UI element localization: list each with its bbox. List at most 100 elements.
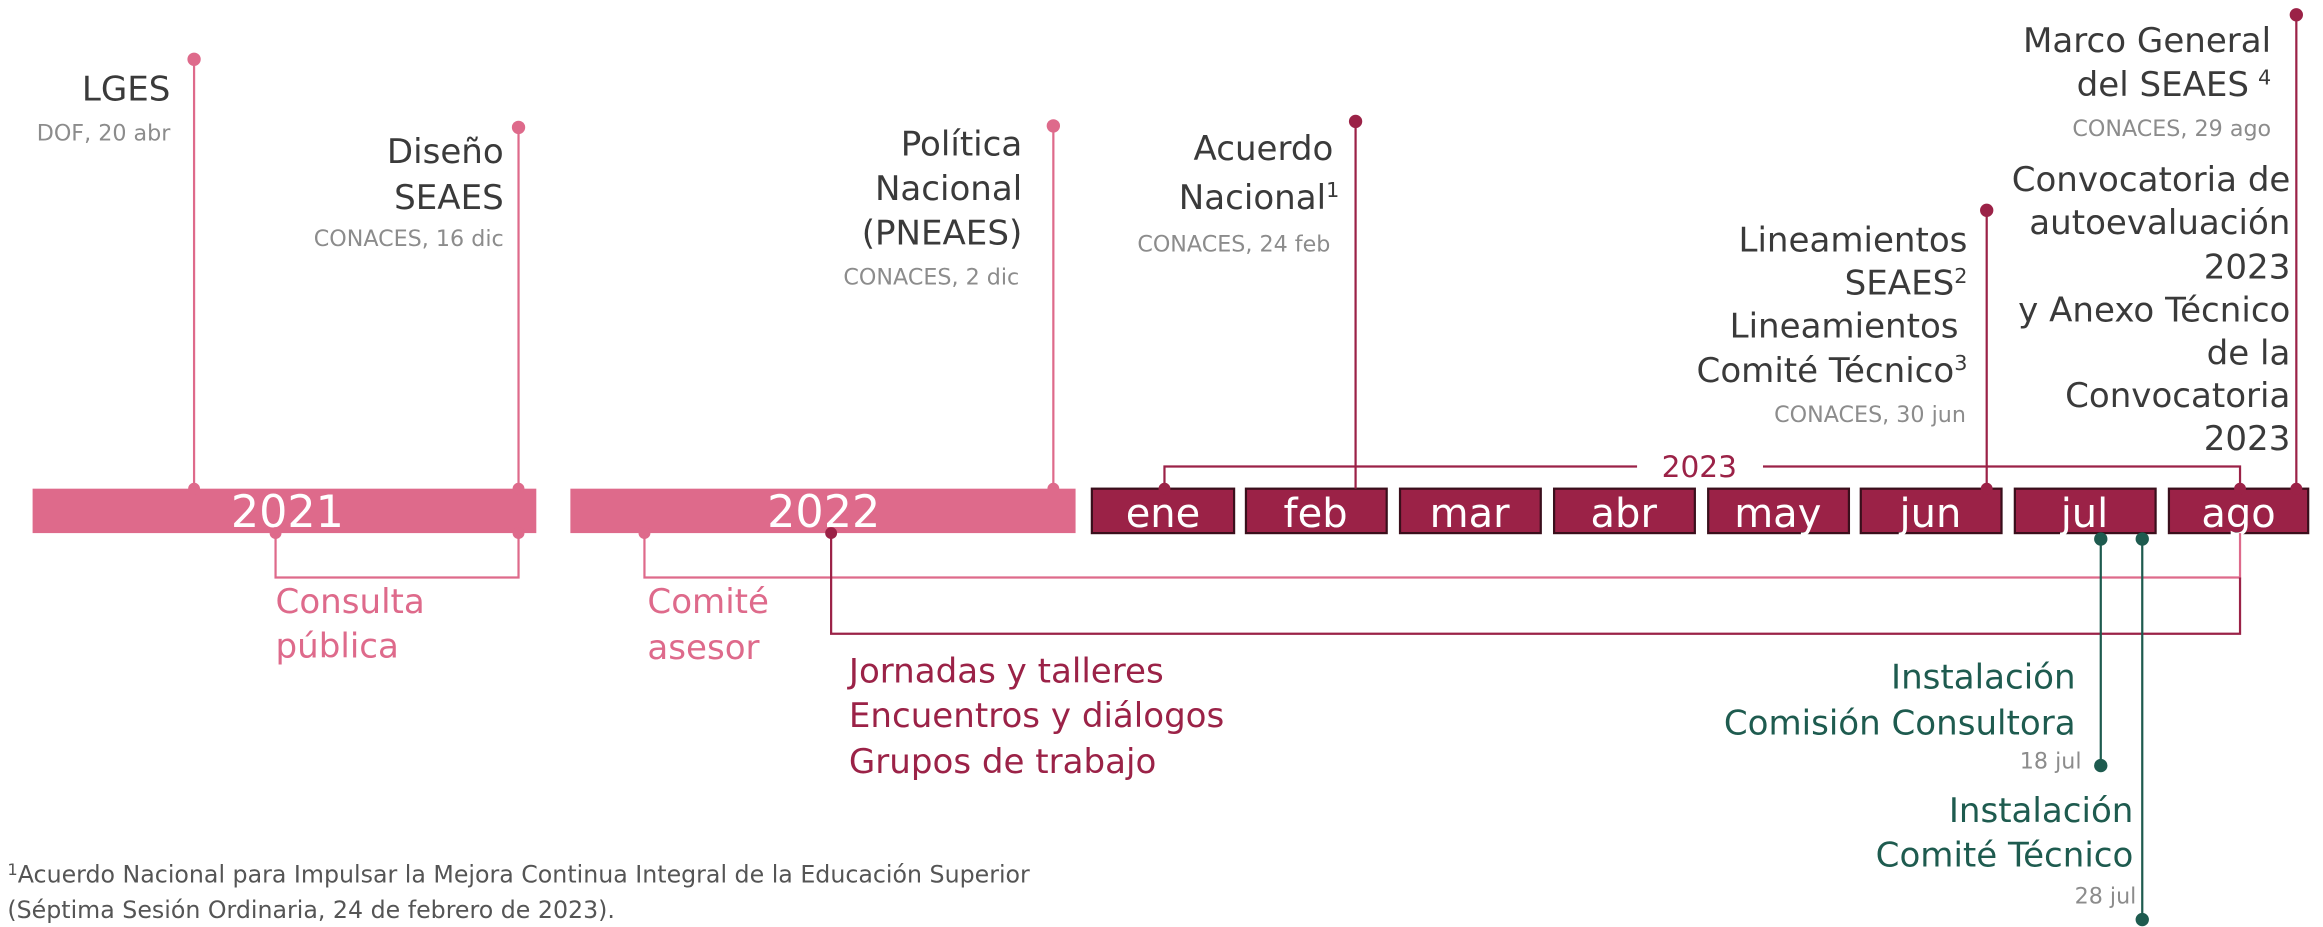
event-stems [187,8,2303,495]
note: 1 [7,860,17,879]
dot [1980,203,1994,217]
month-label: feb [1284,491,1348,537]
installation-date: 28 jul [2075,883,2137,909]
year-label: 2023 [1662,450,1737,484]
note: 1 [1326,178,1339,202]
dot [1158,482,1171,495]
year-bar [32,488,537,534]
event-detail: 2023 [2204,247,2291,287]
dot [188,482,201,495]
event-title: Comité Técnico3 [1697,351,1968,391]
dot [2135,532,2149,546]
event-detail: de la [2207,333,2291,373]
year-label: 2022 [767,487,880,538]
event-title: Nacional1 [1179,178,1339,218]
process-label: Grupos de trabajo [849,742,1156,782]
dot [269,527,282,540]
month-label: jun [1898,491,1961,537]
process-label: Encuentros y diálogos [849,696,1224,736]
month-box [1244,487,1388,535]
year-bracket [1163,465,2242,489]
event-detail: y Anexo Técnico [2018,290,2290,330]
note: 2 [1954,264,1967,288]
event-title: Política [901,124,1022,164]
event-source: DOF, 20 abr [37,121,172,147]
event-detail: Convocatoria de [2012,160,2291,200]
dot [2094,532,2108,546]
event-title: Nacional [875,169,1022,209]
year-label: 2021 [231,487,344,538]
line: Comité Técnico [1697,351,1955,391]
process-label: Comité [647,582,769,622]
event-source: CONACES, 2 dic [843,264,1019,290]
dot [1348,114,1363,129]
event-source: CONACES, 29 ago [2072,116,2271,142]
note: 3 [1954,351,1967,375]
event-title: del SEAES 4 [2077,65,2272,105]
month-label: jul [2060,491,2109,537]
dot [825,527,838,540]
month-label: ene [1126,491,1201,537]
event-title: Marco General [2023,21,2271,61]
event-title: Diseño [387,132,504,172]
footnote: (Séptima Sesión Ordinaria, 24 de febrero… [7,896,615,924]
event-title: SEAES [394,178,504,218]
process-bracket [830,533,2242,635]
month-box [2013,487,2157,535]
dot [1047,482,1060,495]
line: SEAES [1845,264,1955,304]
note: 4 [2258,65,2271,89]
dot [2290,482,2303,495]
month-box [2167,487,2310,535]
installation-date: 18 jul [2020,749,2082,775]
event-detail: autoevaluación [2029,203,2290,243]
month-label: ago [2201,491,2275,537]
dot [2094,758,2108,773]
event-title: Acuerdo [1194,129,1334,169]
dot [2234,482,2246,495]
dot [187,52,201,66]
footnote: 1Acuerdo Nacional para Impulsar la Mejor… [7,860,1030,888]
dot [2289,8,2303,22]
installation-label: Instalación [1949,791,2134,831]
dot [2135,912,2149,927]
event-title: Lineamientos [1730,307,1959,347]
installation-label: Instalación [1891,658,2076,698]
dot [512,482,525,495]
event-source: CONACES, 30 jun [1774,402,1966,428]
process-label: asesor [647,628,759,668]
line: Acuerdo Nacional para Impulsar la Mejora… [18,861,1030,889]
event-detail: Convocatoria [2065,376,2290,416]
process-label: Consulta [276,582,425,622]
event-detail: 2023 [2204,419,2291,459]
process-label: pública [276,626,399,666]
dot [512,527,525,540]
process-bracket [274,533,520,579]
process-label: Jornadas y talleres [847,652,1164,692]
month-box [1398,487,1542,535]
line: Nacional [1179,178,1326,218]
month-label: abr [1591,491,1658,537]
dot [511,120,526,135]
installation-label: Comité Técnico [1876,835,2134,875]
process-bracket [643,533,2242,579]
line: del SEAES [2077,65,2249,105]
months [1090,487,2310,535]
dot [1046,119,1061,133]
installation-label: Comisión Consultora [1724,703,2076,743]
month-label: may [1734,491,1821,537]
event-title: SEAES2 [1845,264,1968,304]
event-title: (PNEAES) [862,213,1023,253]
event-source: CONACES, 16 dic [314,226,504,252]
month-box [1707,487,1851,535]
month-box [1859,487,2003,535]
event-title: LGES [82,70,171,110]
dot [1980,482,1993,495]
year-bar [570,488,1076,534]
dot [638,527,651,540]
month-box [1552,487,1696,535]
event-source: CONACES, 24 feb [1137,232,1330,258]
month-label: mar [1430,491,1510,537]
event-title: Lineamientos [1738,221,1967,261]
